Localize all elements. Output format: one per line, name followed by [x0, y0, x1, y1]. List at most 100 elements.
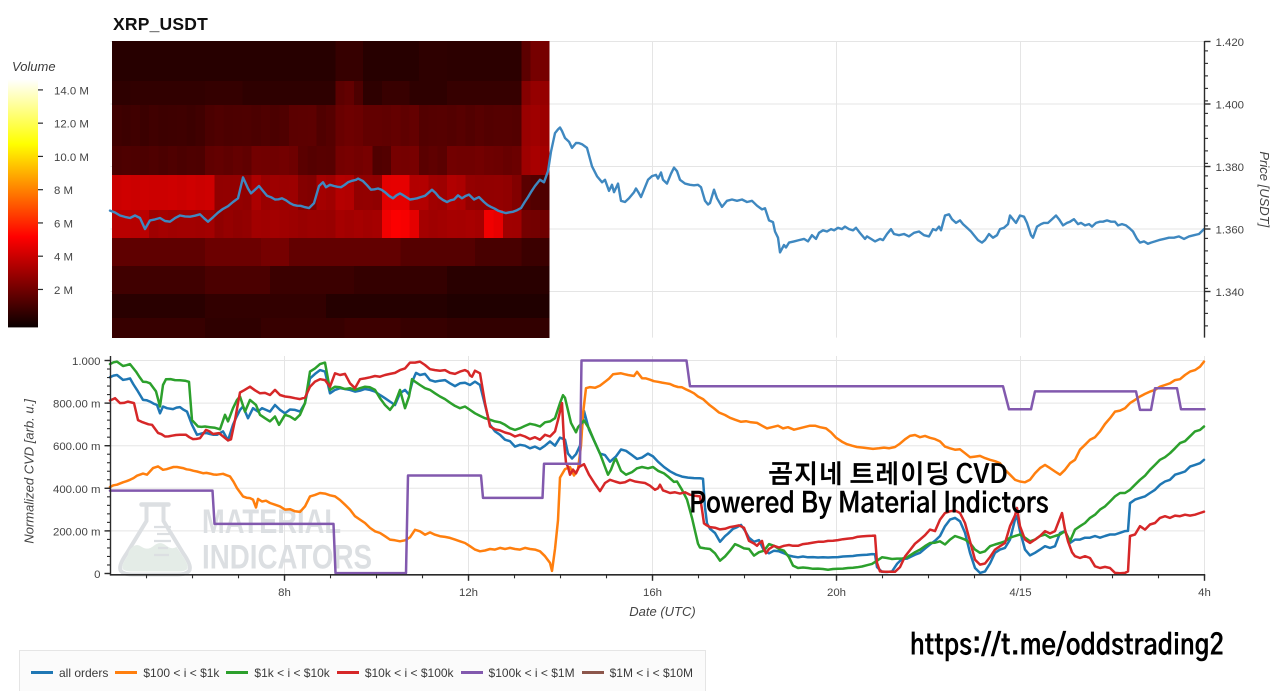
heatmap-cell [121, 81, 131, 106]
heatmap-cell [233, 238, 243, 267]
top-chart: 1.340 1.360 1.380 1.400 1.420 Price [USDT] [108, 37, 1272, 338]
heatmap-cell [186, 210, 197, 239]
heatmap-cell [233, 318, 243, 338]
heatmap-cell [279, 81, 290, 106]
legend-item-5[interactable]: $1M < i < $10M [581, 666, 693, 680]
heatmap-cell [149, 266, 159, 295]
watermark-text-2: INDICATORS [202, 539, 372, 577]
heatmap-cell [335, 81, 345, 106]
heatmap-cell [307, 210, 318, 239]
heatmap-cell [316, 41, 327, 82]
heatmap-cell [502, 175, 513, 211]
heatmap-cell [540, 81, 550, 106]
heatmap-cell [465, 318, 476, 338]
heatmap-cell [195, 41, 206, 82]
heatmap-cell [400, 266, 411, 295]
heatmap-cell [512, 294, 522, 319]
legend-item-0[interactable]: all orders [31, 666, 108, 680]
heatmap-cell [139, 318, 150, 338]
heatmap-cell [205, 210, 215, 239]
heatmap-cell [372, 318, 383, 338]
heatmap-cell [381, 266, 392, 295]
heatmap-cell [139, 294, 150, 319]
heatmap-cell [437, 294, 448, 319]
heatmap-cell [530, 294, 541, 319]
heatmap-cell [353, 210, 364, 239]
heatmap-cell [474, 238, 485, 267]
heatmap-cell [307, 238, 318, 267]
heatmap-cell [409, 41, 420, 82]
heatmap-cell [130, 318, 141, 338]
heatmap-cell [391, 294, 401, 319]
heatmap-cell [270, 41, 280, 82]
heatmap-cell [512, 146, 522, 176]
heatmap-cell [493, 238, 504, 267]
heatmap-cell [493, 81, 504, 106]
top-y-tick-label: 1.340 [1216, 287, 1245, 299]
bottom-y-axis-title: Normalized CVD [arb. u.] [22, 399, 37, 544]
heatmap-cell [326, 175, 336, 211]
heatmap-cell [391, 175, 401, 211]
heatmap-cell [214, 210, 224, 239]
heatmap-cell [353, 41, 364, 82]
heatmap-cell [465, 238, 476, 267]
heatmap-cell [316, 105, 327, 147]
legend-item-1[interactable]: $100 < i < $1k [115, 666, 219, 680]
colorbar-tick-label: 2 M [54, 285, 73, 297]
bottom-y-tick-label: 600.00 m [53, 441, 101, 453]
heatmap-cell [233, 266, 243, 295]
heatmap-cell [288, 210, 299, 239]
heatmap-cell [316, 238, 327, 267]
legend-swatch-5 [581, 671, 604, 674]
heatmap-cell [474, 105, 485, 147]
heatmap-cell [279, 105, 290, 147]
heatmap-cell [288, 81, 299, 106]
heatmap-cell [484, 81, 494, 106]
heatmap-cell [474, 146, 485, 176]
heatmap-cell [391, 81, 401, 106]
heatmap-cell [233, 146, 243, 176]
heatmap-cell [540, 238, 550, 267]
heatmap-cell [251, 238, 262, 267]
heatmap-cell [530, 266, 541, 295]
heatmap-cell [474, 175, 485, 211]
heatmap-cell [326, 81, 336, 106]
heatmap-cell [177, 294, 187, 319]
heatmap-cell [260, 146, 271, 176]
heatmap-cell [158, 318, 169, 338]
heatmap-cell [372, 146, 383, 176]
heatmap-cell [186, 41, 197, 82]
heatmap-cell [158, 266, 169, 295]
heatmap-cell [214, 105, 224, 147]
heatmap-cell [530, 210, 541, 239]
heatmap-cell [484, 105, 494, 147]
heatmap-cell [400, 238, 411, 267]
heatmap-cell [381, 81, 392, 106]
heatmap-cell [270, 81, 280, 106]
heatmap-cell [428, 146, 438, 176]
heatmap-cell [474, 294, 485, 319]
legend-item-4[interactable]: $100k < i < $1M [460, 666, 575, 680]
heatmap-cell [484, 41, 494, 82]
heatmap-cell [363, 146, 373, 176]
legend-item-3[interactable]: $10k < i < $100k [336, 666, 454, 680]
heatmap-cell [195, 238, 206, 267]
legend-item-2[interactable]: $1k < i < $10k [226, 666, 330, 680]
heatmap-cell [186, 238, 197, 267]
heatmap-cell [381, 318, 392, 338]
heatmap-cell [493, 294, 504, 319]
heatmap-cell [112, 175, 122, 211]
heatmap-cell [177, 105, 187, 147]
heatmap-cell [139, 41, 150, 82]
heatmap-cell [177, 318, 187, 338]
heatmap-cell [223, 266, 234, 295]
heatmap-cell [465, 81, 476, 106]
heatmap-cell [344, 146, 355, 176]
heatmap-cell [251, 175, 262, 211]
colorbar-tick-label: 8 M [54, 185, 73, 197]
heatmap-cell [112, 105, 122, 147]
heatmap-cell [344, 238, 355, 267]
heatmap-cell [428, 318, 438, 338]
heatmap-cell [242, 294, 252, 319]
heatmap-cell [456, 238, 466, 267]
